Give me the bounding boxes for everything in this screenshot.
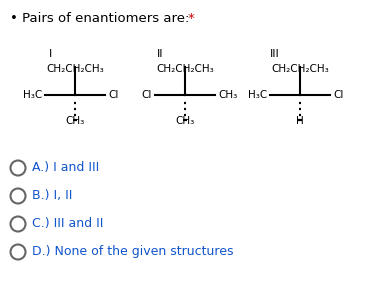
Text: H₃C: H₃C — [23, 90, 42, 100]
Text: H: H — [296, 116, 304, 126]
Text: CH₂CH₂CH₃: CH₂CH₂CH₃ — [156, 64, 214, 74]
Text: A.) I and III: A.) I and III — [32, 161, 99, 175]
Text: C.) III and II: C.) III and II — [32, 217, 103, 231]
Text: D.) None of the given structures: D.) None of the given structures — [32, 245, 233, 259]
Text: CH₃: CH₃ — [218, 90, 237, 100]
Text: CH₃: CH₃ — [65, 116, 85, 126]
Text: Cl: Cl — [108, 90, 119, 100]
Text: CH₃: CH₃ — [175, 116, 194, 126]
Text: III: III — [270, 49, 280, 59]
Text: CH₂CH₂CH₃: CH₂CH₂CH₃ — [46, 64, 104, 74]
Text: CH₂CH₂CH₃: CH₂CH₂CH₃ — [271, 64, 329, 74]
Text: • Pairs of enantiomers are:: • Pairs of enantiomers are: — [10, 12, 194, 25]
Text: II: II — [157, 49, 163, 59]
Text: *: * — [188, 12, 195, 25]
Text: Cl: Cl — [333, 90, 343, 100]
Text: Cl: Cl — [142, 90, 152, 100]
Text: I: I — [48, 49, 52, 59]
Text: B.) I, II: B.) I, II — [32, 190, 73, 202]
Text: H₃C: H₃C — [248, 90, 267, 100]
